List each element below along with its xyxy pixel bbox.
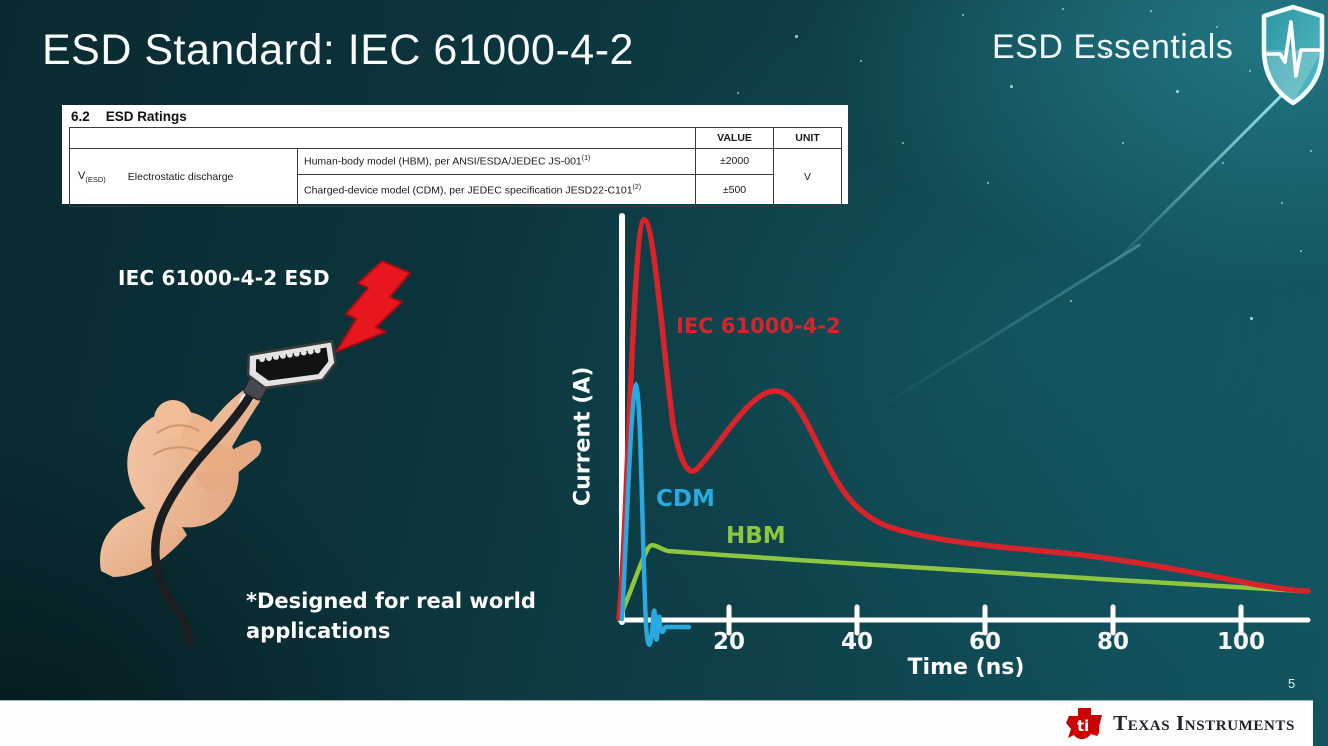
star-dot [1122,142,1124,144]
y-axis-label: Current (A) [570,366,596,506]
iec-curve [616,217,1311,621]
section-number: 6.2 [71,109,90,124]
cdm-curve-label: CDM [656,486,715,512]
x-tick-label: 100 [1216,629,1266,655]
esd-shield-icon [1256,4,1328,113]
parameter-cell: V(ESD) Electrostatic discharge [69,148,298,207]
page-number: 5 [1288,676,1296,691]
col-header-value: VALUE [695,127,775,149]
value-cdm: ±500 [695,174,775,207]
ratings-table: VALUE UNIT V(ESD) Electrostatic discharg… [68,127,843,207]
table-row: V(ESD) Electrostatic discharge Human-bod… [69,148,843,207]
star-dot [1105,52,1108,55]
star-dot [1176,90,1179,93]
x-tick-label: 40 [840,629,874,655]
cdm-curve [619,381,692,647]
x-axis-ticks [726,604,1244,636]
esd-waveform-chart [616,213,1311,647]
star-dot [962,14,964,16]
star-dot [1281,202,1283,204]
col-header-unit: UNIT [773,127,843,149]
star-dot [860,60,862,62]
iec-curve-label: IEC 61000-4-2 [676,314,841,338]
star-dot [1249,70,1251,72]
star-dot [737,92,739,94]
star-dot [1250,317,1253,320]
star-dot [1222,162,1224,164]
hbm-curve-label: HBM [726,523,786,549]
value-hbm: ±2000 [695,148,775,175]
hbm-curve [616,543,1305,622]
star-dot [1010,85,1013,88]
ratings-heading: 6.2 ESD Ratings [69,108,842,127]
x-tick-label: 20 [712,629,746,655]
x-axis-label: Time (ns) [907,655,1025,680]
lightning-bolt-icon [330,255,415,360]
esd-illustration-label: IEC 61000-4-2 ESD [118,266,330,290]
star-dot [1300,250,1302,252]
star-dot [1062,8,1064,10]
series-title: ESD Essentials [992,28,1234,66]
x-tick-label: 60 [968,629,1002,655]
hdmi-connector-illustration [240,335,344,409]
page-title: ESD Standard: IEC 61000-4-2 [42,26,634,74]
esd-ratings-panel: 6.2 ESD Ratings VALUE UNIT V(ESD) Electr… [62,105,848,207]
blank-header-cell [68,127,697,149]
star-dot [1150,10,1152,12]
symbol-base: V [78,169,86,182]
section-title: ESD Ratings [105,109,187,124]
hand-holding-cable-illustration [95,365,275,660]
symbol-subscript: (ESD) [85,175,106,185]
unit-cell: V [773,148,843,207]
parameter-name: Electrostatic discharge [127,171,234,184]
model-desc-cdm: Charged-device model (CDM), per JEDEC sp… [296,174,697,207]
model-desc-hbm: Human-body model (HBM), per ANSI/ESDA/JE… [296,148,697,175]
star-dot [1216,26,1218,28]
x-tick-label: 80 [1096,629,1130,655]
star-dot [1310,150,1312,152]
star-dot [987,182,989,184]
star-dot [902,142,904,144]
texas-instruments-logo-icon: ti [1066,707,1103,739]
svg-text:ti: ti [1077,717,1089,735]
footnote: *Designed for real world applications [246,589,536,644]
texas-instruments-wordmark: Texas Instruments [1113,711,1295,735]
star-dot [795,35,798,38]
star-dot [1070,300,1072,302]
footer-bar: ti Texas Instruments [0,700,1313,746]
table-row: Charged-device model (CDM), per JEDEC sp… [70,174,842,207]
